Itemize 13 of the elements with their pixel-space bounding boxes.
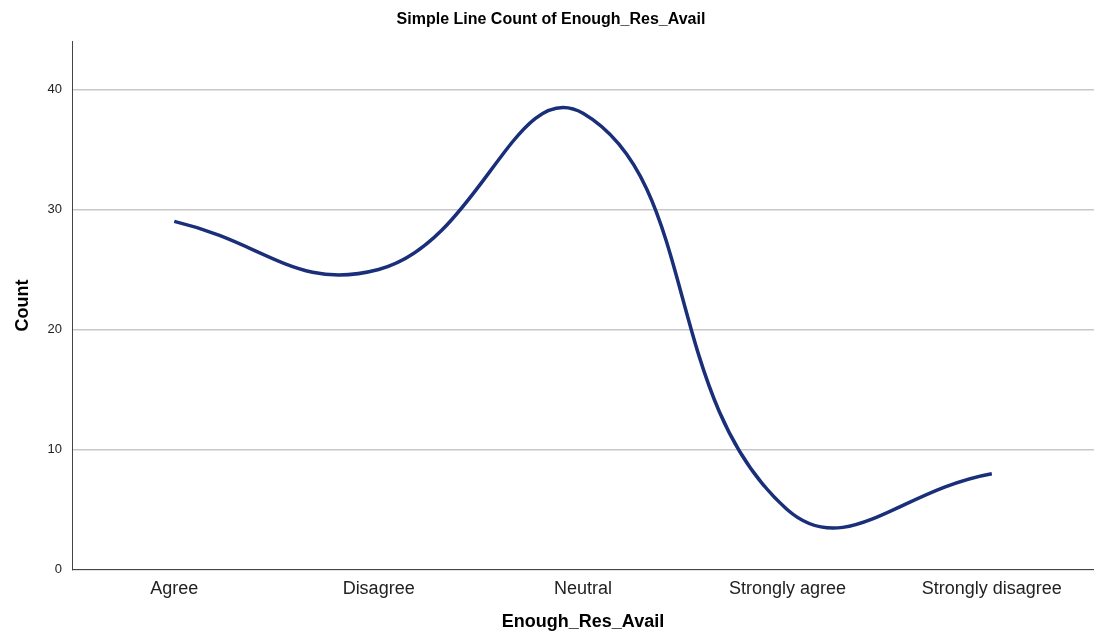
x-tick-label: Disagree <box>342 577 415 598</box>
y-tick-label: 20 <box>47 321 63 337</box>
x-tick-label: Strongly disagree <box>921 577 1062 598</box>
y-tick-label: 40 <box>47 80 63 96</box>
y-tick-label: 10 <box>47 441 63 457</box>
y-axis-title: Count <box>11 279 32 332</box>
x-axis-title: Enough_Res_Avail <box>501 611 665 632</box>
chart-title: Simple Line Count of Enough_Res_Avail <box>396 10 706 28</box>
y-tick-label: 30 <box>47 200 63 216</box>
x-tick-label: Strongly agree <box>728 577 846 598</box>
y-tick-label: 0 <box>54 561 63 577</box>
x-tick-label: Agree <box>150 577 199 598</box>
x-tick-label: Neutral <box>554 577 613 598</box>
